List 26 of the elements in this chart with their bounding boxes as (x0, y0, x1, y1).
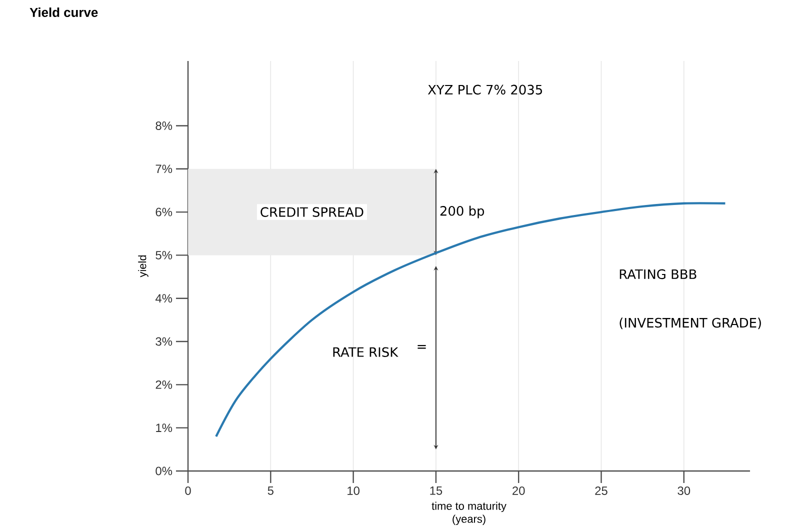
y-axis-title: yield (138, 255, 148, 278)
y-tick-label: 0% (156, 466, 172, 476)
x-tick-label: 30 (678, 486, 690, 495)
x-tick-label: 0 (185, 486, 191, 495)
x-tick-label: 5 (268, 486, 274, 495)
y-tick-label: 2% (156, 380, 172, 389)
annotation: RATING BBB (620, 269, 696, 280)
annotation: 200 bp (440, 206, 484, 218)
annotation: = (418, 345, 426, 349)
text: Yield curve (30, 8, 98, 18)
y-tick-label: 7% (156, 164, 172, 174)
y-tick-label: 1% (156, 424, 172, 432)
annotation: (INVESTMENT GRADE) (620, 318, 761, 330)
annotation: RATE RISK (333, 347, 398, 357)
x-tick-label: 10 (348, 486, 360, 495)
x-tick-label: 25 (595, 486, 608, 495)
y-tick-label: 5% (156, 250, 172, 260)
x-tick-label: 15 (430, 486, 442, 495)
y-tick-label: 8% (156, 121, 172, 130)
x-tick-label: 20 (512, 486, 525, 495)
y-tick-label: 3% (156, 337, 172, 346)
band-label: CREDIT SPREAD (260, 207, 364, 217)
annotation: XYZ PLC 7% 2035 (428, 84, 542, 95)
y-tick-label: 4% (155, 294, 172, 303)
y-tick-label: 6% (156, 208, 172, 216)
x-axis-title: time to maturity (years) (432, 502, 506, 525)
